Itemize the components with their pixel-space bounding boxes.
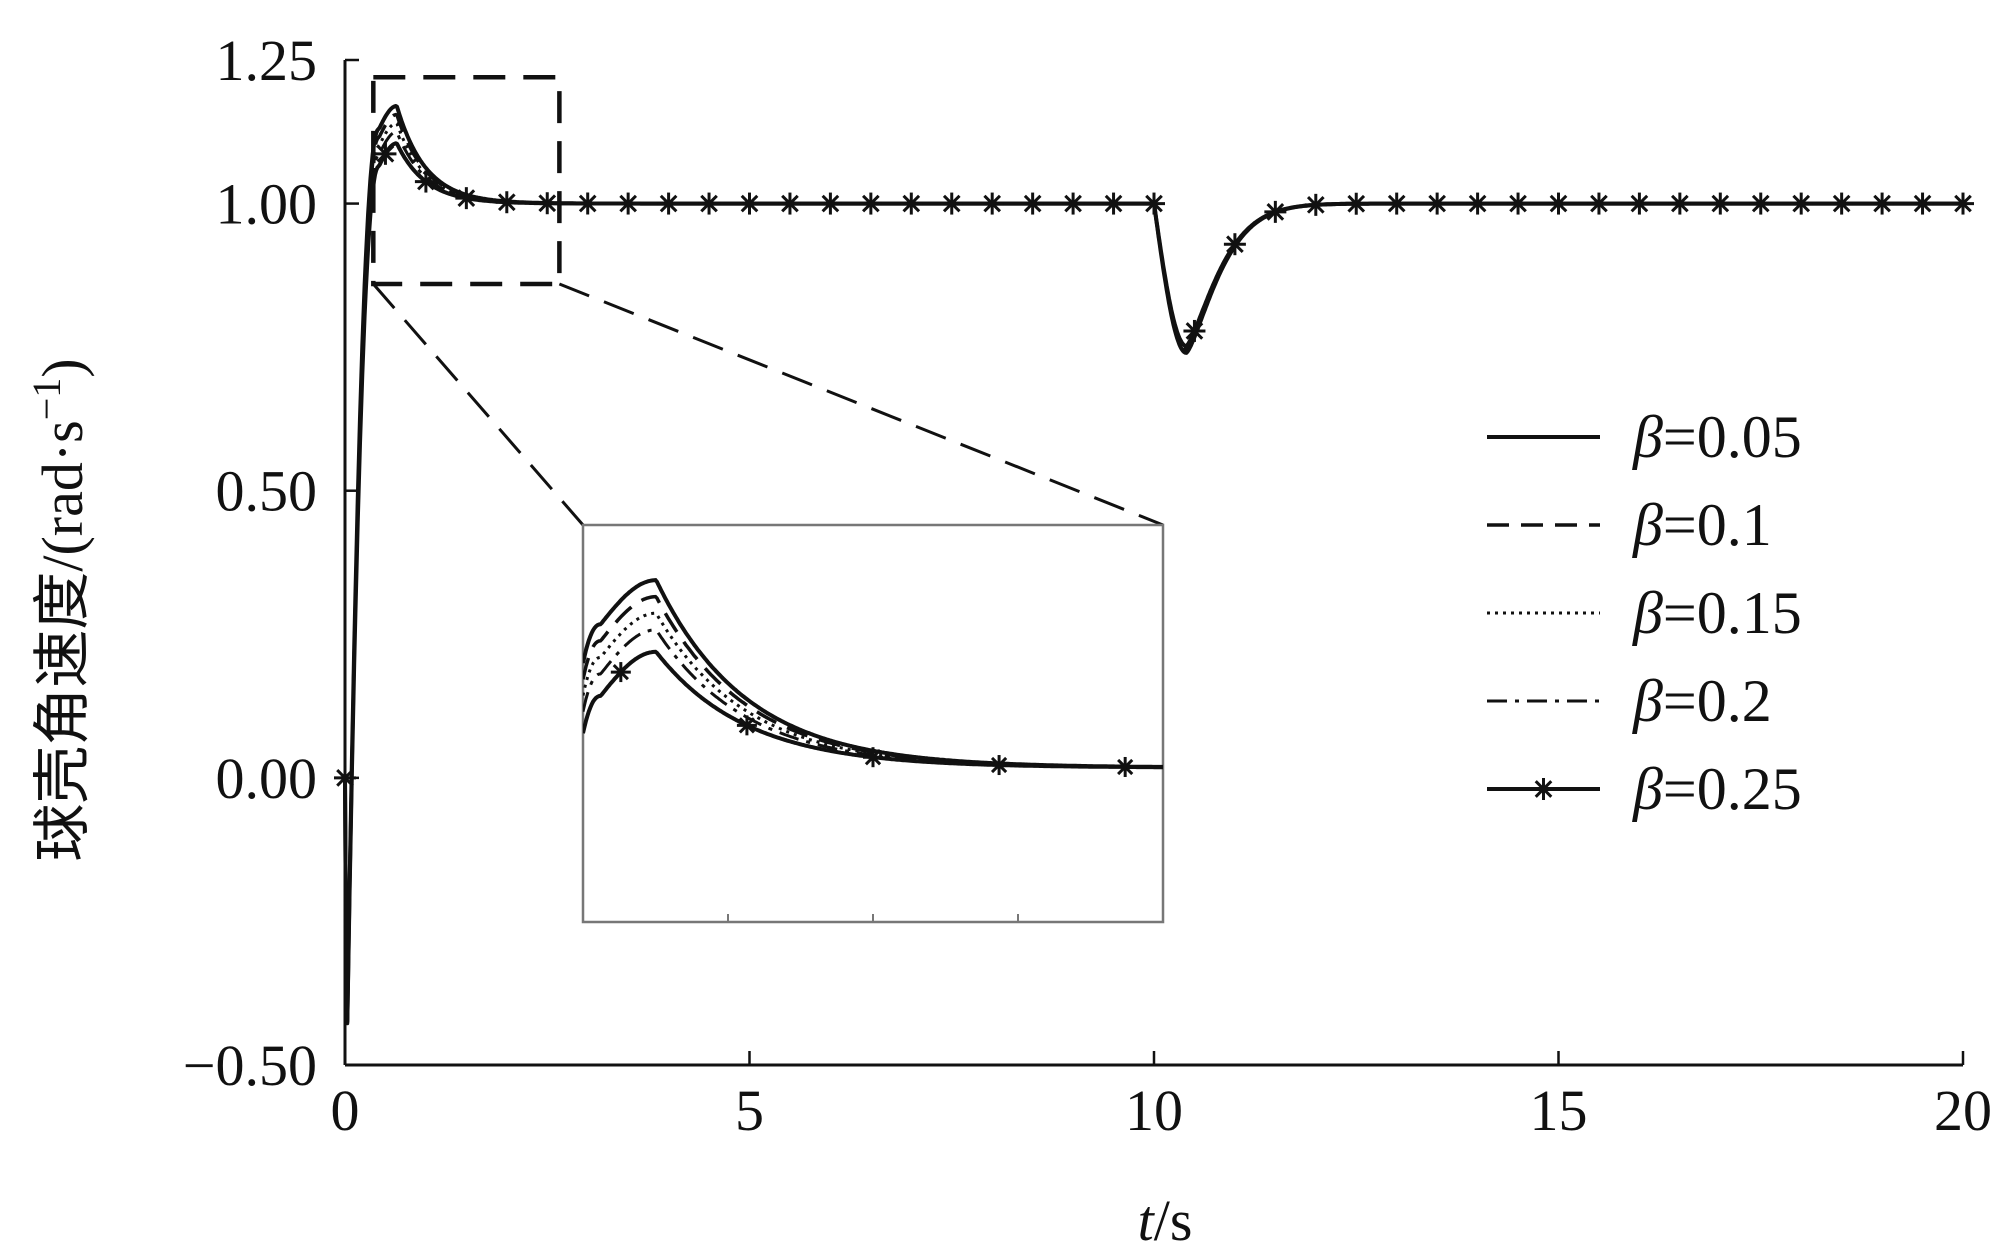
series-marker [1143,192,1165,215]
series-marker [1587,192,1610,215]
series-marker [1547,192,1570,215]
inset-series-marker [989,755,1010,776]
x-tick-label: 20 [1934,1078,1992,1143]
series-marker [455,187,478,210]
series-marker [778,192,801,215]
legend-item: β=0.2 [1487,668,1772,734]
legend-item: β=0.1 [1487,492,1772,558]
x-tick-label: 0 [331,1078,360,1143]
legend-item: β=0.05 [1487,404,1802,470]
x-axis-label-unit: /s [1154,1188,1193,1253]
series-marker [495,191,518,214]
x-tick-label: 15 [1530,1078,1588,1143]
legend-symbol: β [1632,404,1663,470]
series-marker [819,192,842,215]
series-marker [1345,192,1368,215]
legend-label: β=0.25 [1632,756,1802,822]
series-layer [334,104,1974,1026]
zoom-region-box [371,74,562,287]
x-tick-label: 10 [1125,1078,1183,1143]
series-marker [738,192,761,215]
y-axis-label-main: 球壳角速度/(rad·s [30,420,95,861]
inset-series-marker [736,715,757,736]
legend-symbol: β [1632,580,1663,646]
legend: β=0.05β=0.1β=0.15β=0.2β=0.25 [1487,404,1802,822]
legend-item: β=0.15 [1487,580,1802,646]
series-marker [698,192,721,215]
inset-series-marker [863,747,883,768]
y-axis-label: 球壳角速度/(rad·s−1) [24,358,96,861]
zoom-guide-left [372,282,585,526]
inset-series-marker [610,662,631,683]
zoom-guide-right [558,282,1164,527]
series-marker [414,170,437,193]
legend-value: =0.25 [1663,756,1802,822]
series-marker [1183,319,1206,342]
series-marker [1668,192,1691,215]
series-marker [1871,192,1894,215]
series-marker [1426,192,1449,215]
y-tick-label: 0.50 [216,459,318,524]
series-marker [981,192,1004,215]
series-marker [1749,192,1772,215]
y-tick-label: 0.00 [216,746,318,811]
x-axis-label: t/s [1138,1188,1193,1253]
inset-zoom-plot [581,523,1165,924]
series-marker [1628,192,1651,215]
series-marker [1102,192,1125,215]
series-marker [1709,192,1732,215]
series-marker [940,192,963,215]
legend-value: =0.05 [1663,404,1802,470]
series-marker [1911,192,1934,215]
legend-symbol: β [1632,756,1663,822]
y-axis-label-sup: −1 [24,378,69,421]
series-marker [1952,192,1974,215]
legend-symbol: β [1632,668,1663,734]
legend-marker [1532,778,1555,800]
y-axis-ticks: −0.50 0.00 0.50 1.00 1.25 [183,28,359,1098]
legend-value: =0.2 [1663,668,1772,734]
legend-value: =0.15 [1663,580,1802,646]
y-tick-label: 1.00 [216,172,318,237]
series-marker [1223,233,1246,256]
legend-value: =0.1 [1663,492,1772,558]
series-marker [1021,192,1044,215]
inset-frame [581,523,1165,924]
series-marker [859,192,882,215]
x-tick-label: 5 [735,1078,764,1143]
series-marker [536,192,559,215]
series-marker [1790,192,1813,215]
series-marker [1830,192,1853,215]
inset-series-layer [583,578,1163,777]
series-marker [1466,192,1489,215]
legend-label: β=0.1 [1632,492,1772,558]
legend-label: β=0.2 [1632,668,1772,734]
series-marker [1385,192,1408,215]
legend-label: β=0.05 [1632,404,1802,470]
legend-symbol: β [1632,492,1663,558]
x-axis-ticks: 0 5 10 15 20 [331,1051,1992,1143]
legend-label: β=0.15 [1632,580,1802,646]
y-axis-label-tail: ) [30,358,95,377]
zoom-guides [371,74,1164,527]
series-marker [657,192,680,215]
series-marker [576,192,599,215]
series-marker [1304,193,1327,216]
inset-series-marker [1115,756,1136,777]
legend-item: β=0.25 [1487,756,1802,822]
series-marker [1062,192,1085,215]
series-marker [1264,200,1287,223]
y-tick-label: 1.25 [216,28,318,93]
series-marker [617,192,640,215]
y-tick-label: −0.50 [183,1033,317,1098]
series-marker [1507,192,1530,215]
x-axis-label-var: t [1138,1188,1156,1253]
series-marker [900,192,923,215]
series-marker [374,142,397,165]
